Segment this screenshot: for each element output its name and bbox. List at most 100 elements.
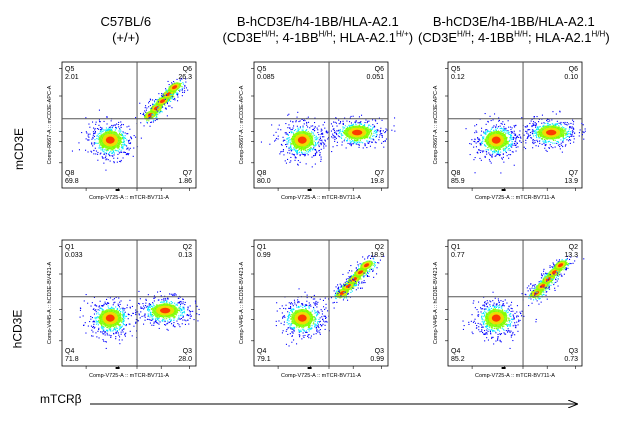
event-dot bbox=[93, 313, 95, 315]
event-dot bbox=[107, 307, 109, 309]
event-dot bbox=[122, 312, 124, 314]
event-dot bbox=[314, 303, 316, 305]
event-dot bbox=[382, 130, 384, 132]
event-dot bbox=[115, 126, 117, 128]
event-dot bbox=[173, 324, 175, 326]
event-dot bbox=[481, 142, 483, 144]
event-dot bbox=[119, 128, 121, 130]
event-dot bbox=[321, 132, 323, 134]
event-dot bbox=[317, 311, 319, 313]
event-dot bbox=[290, 147, 292, 149]
event-dot bbox=[510, 131, 512, 133]
event-dot bbox=[102, 157, 104, 159]
event-dot bbox=[523, 146, 525, 148]
event-dot bbox=[474, 125, 476, 127]
event-dot bbox=[110, 149, 112, 151]
event-dot bbox=[546, 122, 548, 124]
event-dot bbox=[370, 257, 372, 259]
event-dot bbox=[118, 150, 120, 152]
event-dot bbox=[499, 304, 501, 306]
event-dot bbox=[510, 143, 512, 145]
event-dot bbox=[124, 317, 126, 319]
event-dot bbox=[155, 114, 157, 116]
event-dot bbox=[108, 128, 110, 130]
x-axis-label-mtcrb: mTCRβ bbox=[40, 392, 82, 406]
event-dot bbox=[98, 136, 100, 138]
event-dot bbox=[118, 334, 120, 336]
event-dot bbox=[314, 126, 316, 128]
event-dot bbox=[365, 273, 367, 275]
event-dot bbox=[116, 308, 118, 310]
event-dot bbox=[118, 339, 120, 341]
event-dot bbox=[584, 130, 586, 132]
event-dot bbox=[291, 327, 293, 329]
event-dot bbox=[108, 328, 110, 330]
event-dot bbox=[384, 132, 386, 134]
event-dot bbox=[501, 128, 503, 130]
event-dot bbox=[308, 337, 310, 339]
event-dot bbox=[372, 127, 374, 129]
event-dot bbox=[504, 149, 506, 151]
event-dot bbox=[302, 328, 304, 330]
event-dot bbox=[118, 148, 120, 150]
event-dot bbox=[169, 105, 171, 107]
event-dot bbox=[315, 149, 317, 151]
event-dot bbox=[491, 155, 493, 157]
quadrant-percent: 69.8 bbox=[65, 178, 79, 185]
event-dot bbox=[355, 282, 357, 284]
event-dot bbox=[376, 129, 378, 131]
event-dot bbox=[499, 330, 501, 332]
event-dot bbox=[280, 129, 282, 131]
event-dot bbox=[98, 145, 100, 147]
event-dot bbox=[502, 156, 504, 158]
event-dot bbox=[533, 123, 535, 125]
event-dot bbox=[170, 320, 172, 322]
event-dot bbox=[497, 150, 499, 152]
event-dot bbox=[493, 150, 495, 152]
event-dot bbox=[289, 161, 291, 163]
event-dot bbox=[196, 305, 198, 307]
event-dot bbox=[121, 329, 123, 331]
event-dot bbox=[354, 139, 356, 141]
event-dot bbox=[562, 135, 564, 137]
event-dot bbox=[336, 134, 338, 136]
event-dot bbox=[120, 138, 122, 140]
event-dot bbox=[359, 142, 361, 144]
event-dot bbox=[503, 128, 505, 130]
event-dot bbox=[562, 134, 564, 136]
event-dot bbox=[325, 320, 327, 322]
event-dot bbox=[325, 131, 327, 133]
event-dot bbox=[171, 316, 173, 318]
event-dot bbox=[127, 318, 129, 320]
event-dot bbox=[509, 146, 511, 148]
event-dot bbox=[491, 154, 493, 156]
event-dot bbox=[333, 135, 335, 137]
event-dot bbox=[129, 143, 131, 145]
event-dot bbox=[510, 145, 512, 147]
event-dot bbox=[143, 115, 145, 117]
event-dot bbox=[93, 296, 95, 298]
event-dot bbox=[106, 116, 108, 118]
event-dot bbox=[509, 139, 511, 141]
event-dot bbox=[169, 93, 171, 95]
event-dot bbox=[290, 143, 292, 145]
event-dot bbox=[297, 130, 299, 132]
event-dot bbox=[544, 139, 546, 141]
event-dot bbox=[531, 118, 533, 120]
event-dot bbox=[544, 140, 546, 142]
event-dot bbox=[480, 143, 482, 145]
event-dot bbox=[558, 126, 560, 128]
event-dot bbox=[276, 302, 278, 304]
event-dot bbox=[291, 328, 293, 330]
event-dot bbox=[354, 284, 356, 286]
event-dot bbox=[313, 145, 315, 147]
event-dot bbox=[177, 312, 179, 314]
event-dot bbox=[498, 120, 500, 122]
event-dot bbox=[512, 138, 514, 140]
event-dot bbox=[115, 338, 117, 340]
event-dot bbox=[105, 155, 107, 157]
event-dot bbox=[346, 283, 348, 285]
event-dot bbox=[369, 136, 371, 138]
event-dot bbox=[102, 329, 104, 331]
event-dot bbox=[366, 140, 368, 142]
